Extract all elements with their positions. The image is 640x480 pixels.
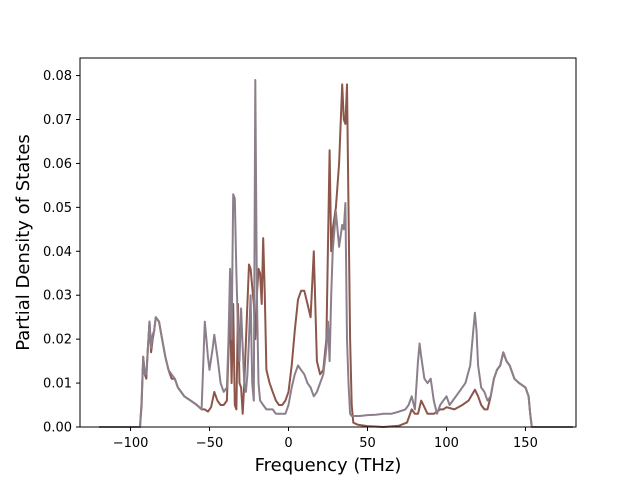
x-tick-label: 150	[513, 436, 538, 451]
x-tick-label: −50	[196, 436, 223, 451]
plot-frame	[79, 57, 577, 428]
y-tick-label: 0.08	[43, 69, 72, 84]
y-tick-label: 0.06	[43, 157, 72, 172]
y-tick-label: 0.05	[43, 201, 72, 216]
x-tick-label: −100	[113, 436, 149, 451]
series-layer	[99, 79, 573, 428]
x-axis-label: Frequency (THz)	[255, 455, 402, 476]
y-tick-label: 0.03	[43, 289, 72, 304]
y-tick-label: 0.00	[43, 421, 72, 436]
y-tick-label: 0.04	[43, 245, 72, 260]
x-tick-label: 100	[434, 436, 459, 451]
series-line-2	[99, 79, 573, 428]
x-axis: −100 −50 0 50 100 150	[113, 427, 538, 451]
y-tick-label: 0.07	[43, 113, 72, 128]
y-axis-label: Partial Density of States	[13, 134, 34, 351]
y-axis: 0.00 0.01 0.02 0.03 0.04 0.05 0.06 0.07 0.08	[43, 69, 80, 436]
x-tick-label: 50	[359, 436, 376, 451]
y-tick-label: 0.02	[43, 333, 72, 348]
x-tick-label: 0	[284, 436, 292, 451]
y-tick-label: 0.01	[43, 377, 72, 392]
